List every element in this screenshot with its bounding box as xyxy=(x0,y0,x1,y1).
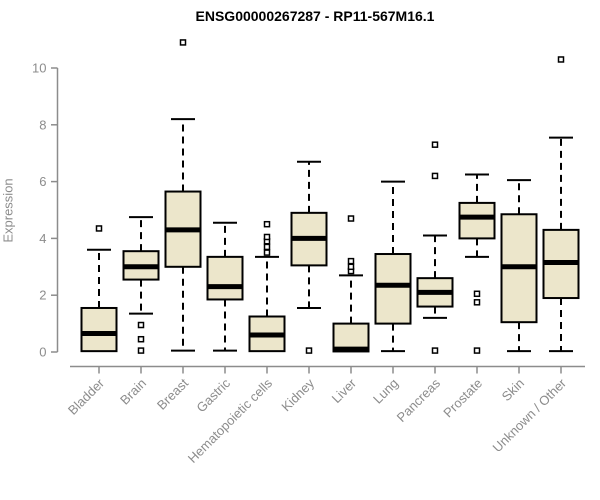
box-bladder xyxy=(80,225,118,353)
box-brain xyxy=(122,216,160,354)
y-tick-label: 4 xyxy=(39,231,46,246)
box xyxy=(374,253,412,325)
x-tick-label: Skin xyxy=(499,376,527,404)
box-hematopoietic-cells xyxy=(248,220,286,353)
y-tick-label: 8 xyxy=(39,117,46,132)
outlier-point xyxy=(263,249,271,256)
box xyxy=(458,201,496,240)
box-skin xyxy=(500,179,538,353)
outlier-point xyxy=(347,215,355,222)
outlier-point xyxy=(431,347,439,354)
outlier-point xyxy=(473,299,481,306)
outlier-point xyxy=(305,347,313,354)
box xyxy=(80,306,118,353)
outlier-point xyxy=(137,335,145,343)
outlier-point xyxy=(137,347,145,354)
outlier-point xyxy=(347,263,355,271)
outlier-point xyxy=(263,243,271,251)
outlier-point xyxy=(473,347,481,354)
outlier-point xyxy=(263,233,271,241)
outlier-point xyxy=(431,172,439,180)
outlier-point xyxy=(137,321,145,329)
box-lung xyxy=(374,180,412,353)
x-tick-label: Breast xyxy=(154,375,191,412)
x-tick-label: Pancreas xyxy=(394,375,444,425)
outlier-point xyxy=(473,290,481,298)
box-breast xyxy=(164,39,202,352)
box-liver xyxy=(332,215,370,353)
x-tick-label: Lung xyxy=(370,376,401,407)
box-prostate xyxy=(458,173,496,354)
y-tick-label: 2 xyxy=(39,288,46,303)
y-tick-label: 0 xyxy=(39,345,46,360)
x-tick-label: Liver xyxy=(329,375,360,406)
box-unknown-other xyxy=(542,56,580,353)
outlier-point xyxy=(347,257,355,265)
box-gastric xyxy=(206,221,244,352)
y-axis: 0 2 4 6 8 10 xyxy=(32,61,59,360)
x-tick-label: Brain xyxy=(117,376,149,408)
box-pancreas xyxy=(416,141,454,354)
y-tick-label: 10 xyxy=(32,61,46,76)
box xyxy=(206,255,244,301)
x-tick-label: Unknown / Other xyxy=(490,375,570,455)
outlier-point xyxy=(179,39,187,46)
x-tick-label: Bladder xyxy=(65,375,108,418)
outlier-point xyxy=(263,220,271,228)
chart-title: ENSG00000267287 - RP11-567M16.1 xyxy=(195,8,435,24)
outlier-point xyxy=(95,225,103,232)
y-tick-label: 6 xyxy=(39,174,46,189)
x-tick-label: Gastric xyxy=(193,375,233,415)
outlier-point xyxy=(557,56,565,63)
box-kidney xyxy=(290,160,328,354)
x-tick-label: Prostate xyxy=(440,376,485,421)
x-tick-label: Kidney xyxy=(278,375,317,414)
outlier-point xyxy=(431,141,439,148)
